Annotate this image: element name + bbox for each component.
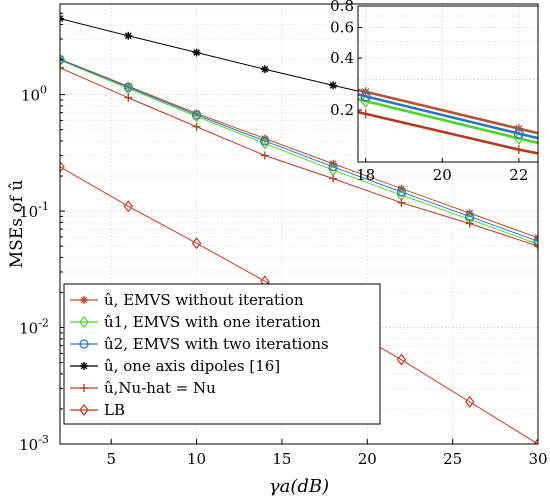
inset-y-tick-label: 0.2 [330, 101, 354, 119]
legend-label: û2, EMVS with two iterations [104, 335, 329, 353]
legend-entry: û, EMVS without iteration [70, 291, 304, 309]
legend-label: û,Nu-hat = Nu [104, 379, 216, 397]
inset-y-tick-label: 0.6 [330, 19, 354, 37]
inset-grid [358, 5, 538, 163]
series-2 [60, 54, 538, 246]
legend-entry: û2, EMVS with two iterations [70, 335, 329, 353]
x-axis-label: γa(dB) [269, 476, 329, 497]
x-tick-label: 25 [443, 450, 462, 468]
data-point [80, 384, 88, 392]
data-point [191, 110, 202, 120]
data-point [465, 209, 474, 218]
series-4 [60, 63, 538, 251]
y-tick-label: 100 [21, 84, 47, 105]
data-point [464, 395, 475, 408]
main-ticks: 5 10 15 20 25 30 10-3 10-2 10-1 100 [19, 3, 548, 468]
series-line [60, 67, 538, 247]
data-point [328, 162, 338, 172]
inset-frame [357, 5, 539, 163]
data-point [397, 198, 406, 207]
series-1 [60, 54, 538, 251]
x-tick-label: 15 [272, 450, 291, 468]
data-point [192, 122, 201, 131]
inset-series-2 [358, 91, 538, 140]
data-point [79, 316, 89, 328]
data-point [79, 404, 89, 416]
data-point [80, 296, 88, 304]
data-point [60, 160, 65, 173]
legend-label: û, one axis dipoles [16] [104, 357, 280, 375]
legend-label: û, EMVS without iteration [104, 291, 304, 309]
x-tick-label: 30 [528, 450, 547, 468]
data-point [514, 145, 524, 155]
data-point [396, 353, 407, 366]
data-point [80, 362, 88, 370]
data-point [124, 31, 133, 40]
plot-frame [59, 3, 539, 445]
data-point [329, 159, 338, 168]
inset-x-tick-label: 20 [433, 166, 452, 184]
y-tick-label: 10-1 [19, 200, 49, 221]
legend-label: LB [104, 401, 125, 419]
legend-label: û1, EMVS with one iteration [104, 313, 321, 331]
legend-entry: û,Nu-hat = Nu [70, 379, 216, 397]
data-point [123, 82, 134, 95]
data-point [60, 63, 64, 72]
inset-ticks: 18 20 22 0.2 0.4 0.6 0.8 [330, 0, 528, 184]
data-point [329, 81, 338, 90]
data-point [514, 377, 523, 388]
y-tick-label: 10-2 [19, 317, 49, 338]
x-tick-label: 20 [358, 450, 377, 468]
data-point [513, 128, 524, 139]
inset-x-tick-label: 18 [356, 166, 375, 184]
series-line [60, 59, 538, 245]
data-point [191, 237, 202, 250]
data-point [123, 82, 133, 92]
inset-series-4 [358, 109, 538, 155]
data-point [329, 174, 338, 183]
data-point [123, 200, 134, 213]
data-point [396, 187, 407, 197]
data-point [514, 0, 523, 3]
legend-entry: û1, EMVS with one iteration [70, 313, 321, 331]
inset-y-tick-label: 0.4 [330, 49, 354, 67]
data-point [192, 48, 201, 57]
data-point [360, 91, 371, 102]
legend-entry: LB [70, 401, 125, 419]
data-point [533, 236, 538, 246]
legend-entry: û, one axis dipoles [16] [70, 357, 280, 375]
data-point [124, 82, 133, 91]
data-point [191, 110, 202, 123]
legend-box [63, 283, 381, 425]
inset-background [358, 6, 538, 162]
inset-y-tick-label: 0.8 [330, 0, 354, 15]
data-point [260, 65, 269, 74]
series-0 [60, 55, 538, 242]
series-line [60, 58, 538, 239]
data-point [534, 242, 538, 251]
data-point [361, 109, 371, 119]
data-point [79, 339, 89, 349]
data-point [192, 109, 201, 118]
data-point [124, 93, 133, 102]
data-point [60, 54, 65, 67]
data-point [260, 136, 270, 146]
data-point [465, 219, 474, 228]
y-tick-label: 10-3 [19, 433, 49, 454]
series-line [60, 59, 538, 242]
data-point [260, 151, 269, 160]
data-point [397, 184, 406, 193]
legend: û, EMVS without iteration û1, EMVS with o… [63, 283, 381, 425]
y-axis-label: MSEs of û [7, 180, 27, 269]
data-point [60, 54, 65, 65]
x-tick-label: 10 [187, 450, 206, 468]
inset-x-tick-label: 22 [509, 166, 528, 184]
data-point [533, 238, 538, 251]
data-point [533, 438, 538, 444]
x-tick-label: 5 [106, 450, 116, 468]
